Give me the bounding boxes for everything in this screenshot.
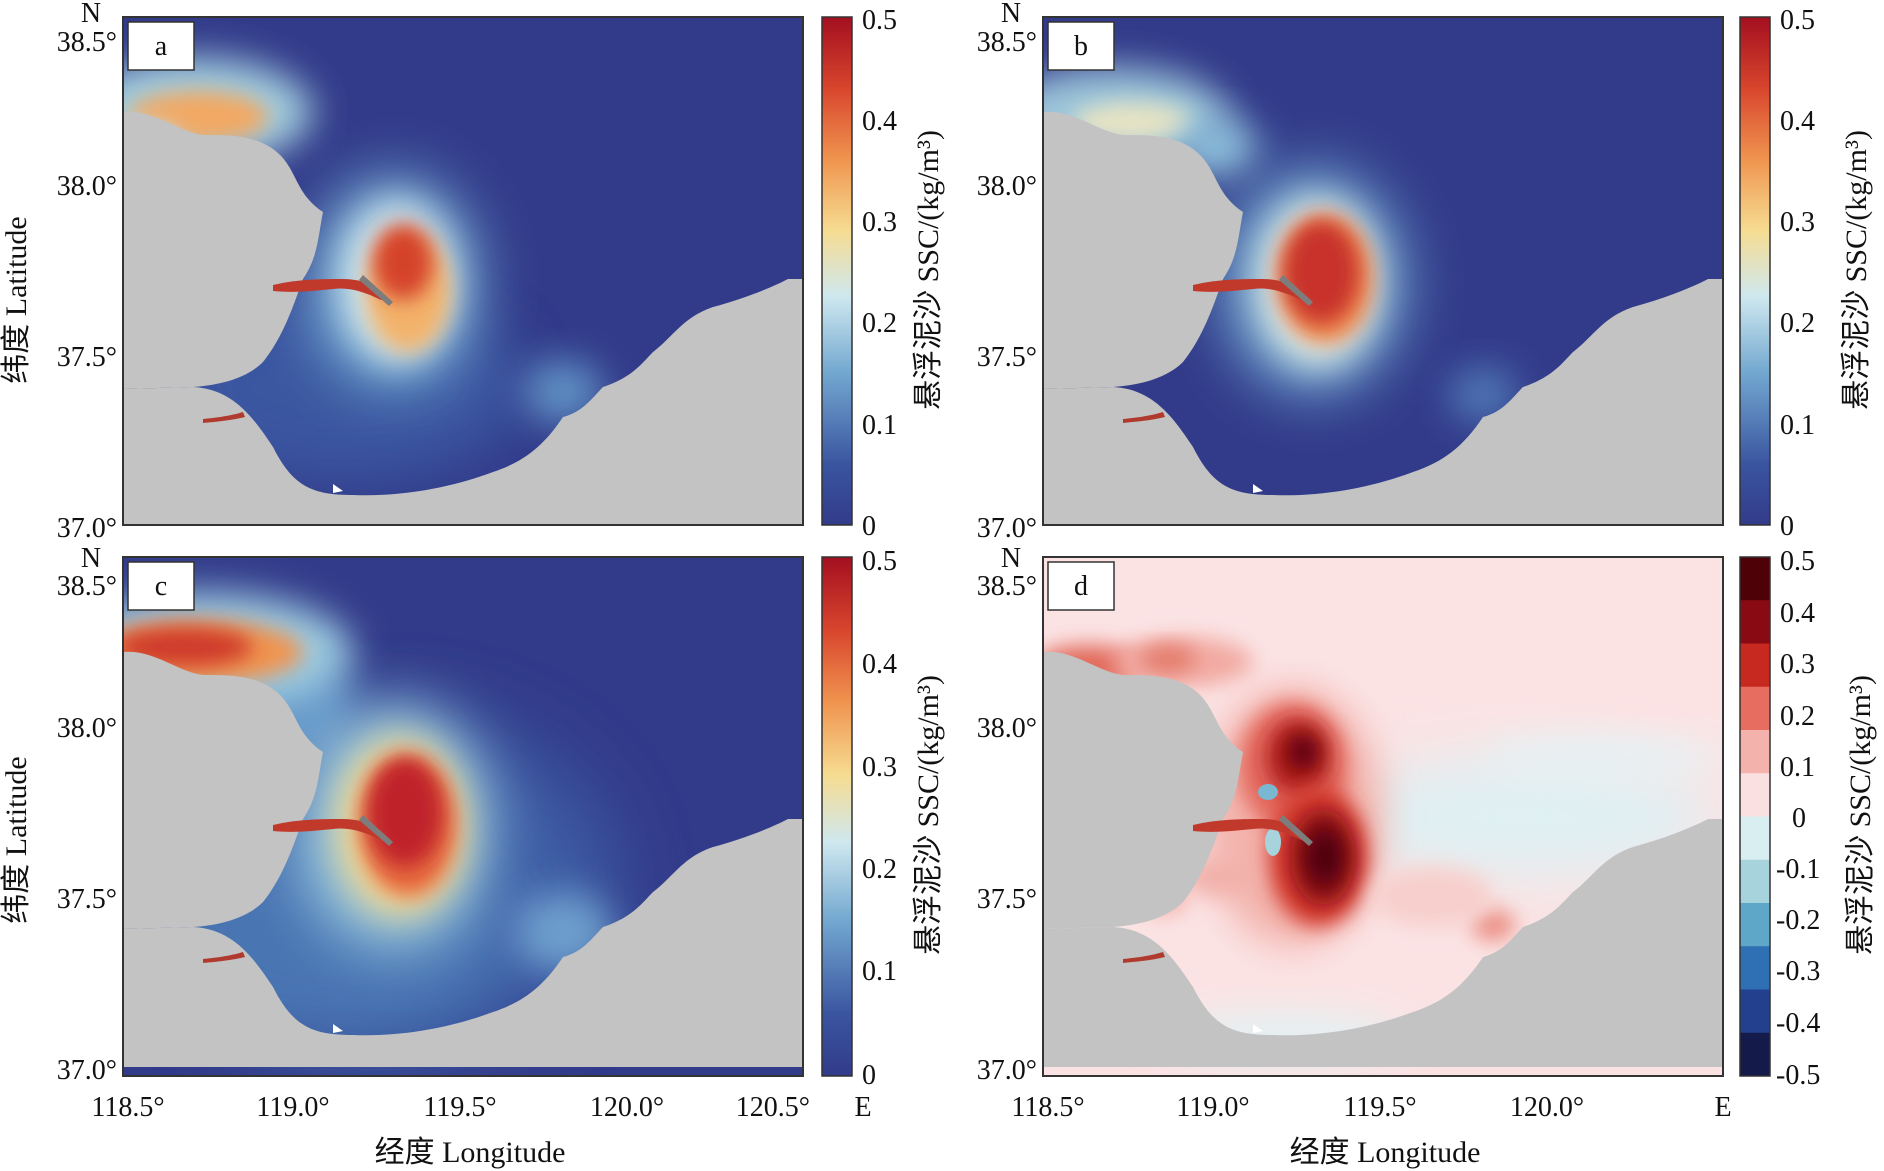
panel-d-colorbar-step: [1740, 989, 1770, 1034]
panel-c-xtick: 119.0°: [256, 1092, 329, 1123]
panel-c-y-unit: N: [81, 543, 101, 574]
panel-d-label: d: [1074, 571, 1088, 602]
panel-b-cb-tick: 0.5: [1780, 5, 1815, 36]
panel-a-ytick: 38.5°: [57, 27, 117, 58]
panel-d-xlabel: 经度 Longitude: [1290, 1136, 1481, 1169]
panel-b-ytick: 37.0°: [977, 513, 1037, 544]
panel-b-cb-tick: 0.2: [1780, 308, 1815, 339]
panel-b-cb-tick: 0.1: [1780, 410, 1815, 441]
panel-c-ytick: 37.0°: [57, 1055, 117, 1086]
panel-d-ytick: 38.0°: [977, 713, 1037, 744]
panel-b-cb-tick: 0.4: [1780, 106, 1815, 137]
panel-d-cb-tick: -0.5: [1776, 1060, 1820, 1091]
panel-d-colorbar-step: [1740, 557, 1770, 601]
panel-d-xtick: 118.5°: [1011, 1092, 1084, 1123]
panel-b-cb-tick: 0.3: [1780, 207, 1815, 238]
panel-d-y-unit: N: [1001, 543, 1021, 574]
panel-d-ytick: 38.5°: [977, 571, 1037, 602]
panel-c-cb-tick: 0.1: [862, 956, 897, 987]
panel-d-cb-tick: -0.1: [1776, 854, 1820, 885]
panel-d-colorbar-step: [1740, 1032, 1770, 1077]
panel-a-cb-tick: 0.5: [862, 5, 897, 36]
panel-d: d N 38.5° 38.0° 37.5° 37.0° 118.5° 119.0…: [977, 543, 1877, 1169]
panel-d-ytick: 37.5°: [977, 884, 1037, 915]
panel-c-xtick: 120.0°: [590, 1092, 664, 1123]
panel-c-cb-tick: 0: [862, 1060, 876, 1091]
panel-d-cb-tick: 0.4: [1780, 598, 1815, 629]
panel-a-ylabel: 纬度 Latitude: [0, 216, 33, 383]
panel-b-ytick: 38.5°: [977, 27, 1037, 58]
panel-d-colorbar-step: [1740, 816, 1770, 861]
panel-b-cb-label: 悬浮泥沙 SSC/(kg/m³): [1840, 130, 1873, 410]
panel-c-cb-tick: 0.5: [862, 546, 897, 577]
panel-c-x-unit: E: [854, 1092, 871, 1123]
panel-c-colorbar: [821, 556, 853, 1077]
panel-d-cb-tick: 0.2: [1780, 701, 1815, 732]
panel-a-ytick: 38.0°: [57, 171, 117, 202]
panel-a-cb-label: 悬浮泥沙 SSC/(kg/m³): [912, 130, 945, 410]
panel-d-colorbar-step: [1740, 946, 1770, 990]
panel-d-xtick: 119.5°: [1343, 1092, 1416, 1123]
panel-c-label: c: [155, 571, 167, 602]
panel-d-ytick: 37.0°: [977, 1055, 1037, 1086]
panel-c-ytick: 37.5°: [57, 884, 117, 915]
panel-c-xlabel: 经度 Longitude: [375, 1136, 566, 1169]
panel-d-x-unit: E: [1714, 1092, 1731, 1123]
panel-a: a N 38.5° 38.0° 37.5° 37.0° 纬度 Latitude …: [0, 0, 945, 544]
panel-c-cb-tick: 0.4: [862, 649, 897, 680]
panel-c-xtick: 118.5°: [91, 1092, 164, 1123]
panel-b-ytick: 38.0°: [977, 171, 1037, 202]
panel-d-colorbar-step: [1740, 903, 1770, 947]
panel-d-colorbar-step: [1740, 600, 1770, 644]
panel-d-cb-label: 悬浮泥沙 SSC/(kg/m³): [1844, 675, 1877, 955]
panel-c-ytick: 38.5°: [57, 571, 117, 602]
panel-b-y-unit: N: [1001, 0, 1021, 29]
panel-a-cb-tick: 0.1: [862, 410, 897, 441]
panel-d-colorbar-step: [1740, 643, 1770, 688]
panel-d-cb-tick: -0.4: [1776, 1008, 1820, 1039]
panel-b: b N 38.5° 38.0° 37.5° 37.0° 0.5 0.4 0.3 …: [977, 0, 1873, 544]
panel-b-ytick: 37.5°: [977, 342, 1037, 373]
panel-c-xtick: 119.5°: [423, 1092, 496, 1123]
panel-c-map: [123, 557, 803, 1076]
panel-a-ytick: 37.5°: [57, 342, 117, 373]
panel-b-cb-tick: 0: [1780, 511, 1794, 542]
panel-a-cb-tick: 0.4: [862, 106, 897, 137]
panel-c-xtick: 120.5°: [736, 1092, 810, 1123]
panel-d-xtick: 119.0°: [1176, 1092, 1249, 1123]
panel-d-colorbar-step: [1740, 773, 1770, 817]
panel-c-ytick: 38.0°: [57, 713, 117, 744]
panel-d-cb-tick: -0.3: [1776, 956, 1820, 987]
panel-a-cb-tick: 0.2: [862, 308, 897, 339]
panel-d-cb-tick: 0.3: [1780, 649, 1815, 680]
panel-a-y-unit: N: [81, 0, 101, 29]
panel-c-cb-tick: 0.2: [862, 854, 897, 885]
panel-d-cb-tick: 0.1: [1780, 752, 1815, 783]
panel-c: c N 38.5° 38.0° 37.5° 37.0° 纬度 Latitude …: [0, 543, 945, 1169]
panel-d-colorbar-step: [1740, 730, 1770, 774]
panel-b-label: b: [1074, 31, 1088, 62]
panel-d-xtick: 120.0°: [1510, 1092, 1584, 1123]
panel-a-label: a: [155, 31, 168, 62]
panel-b-colorbar: [1739, 16, 1771, 526]
panel-d-cb-tick: 0.5: [1780, 546, 1815, 577]
panel-c-cb-label: 悬浮泥沙 SSC/(kg/m³): [912, 675, 945, 955]
panel-a-map: [123, 17, 803, 525]
panel-d-colorbar-step: [1740, 686, 1770, 731]
panel-c-cb-tick: 0.3: [862, 752, 897, 783]
panel-d-colorbar: [1739, 556, 1771, 1077]
panel-a-colorbar: [821, 16, 853, 526]
panel-b-map: [1043, 17, 1723, 525]
panel-c-ylabel: 纬度 Latitude: [0, 756, 33, 923]
panel-d-colorbar-step: [1740, 859, 1770, 904]
panel-a-ytick: 37.0°: [57, 513, 117, 544]
panel-d-cb-tick: 0: [1792, 803, 1806, 834]
panel-a-cb-tick: 0.3: [862, 207, 897, 238]
panel-d-colorbar-frame: [1739, 556, 1771, 1077]
panel-a-cb-tick: 0: [862, 511, 876, 542]
panel-d-map: [1043, 557, 1723, 1076]
panel-d-cb-tick: -0.2: [1776, 905, 1820, 936]
